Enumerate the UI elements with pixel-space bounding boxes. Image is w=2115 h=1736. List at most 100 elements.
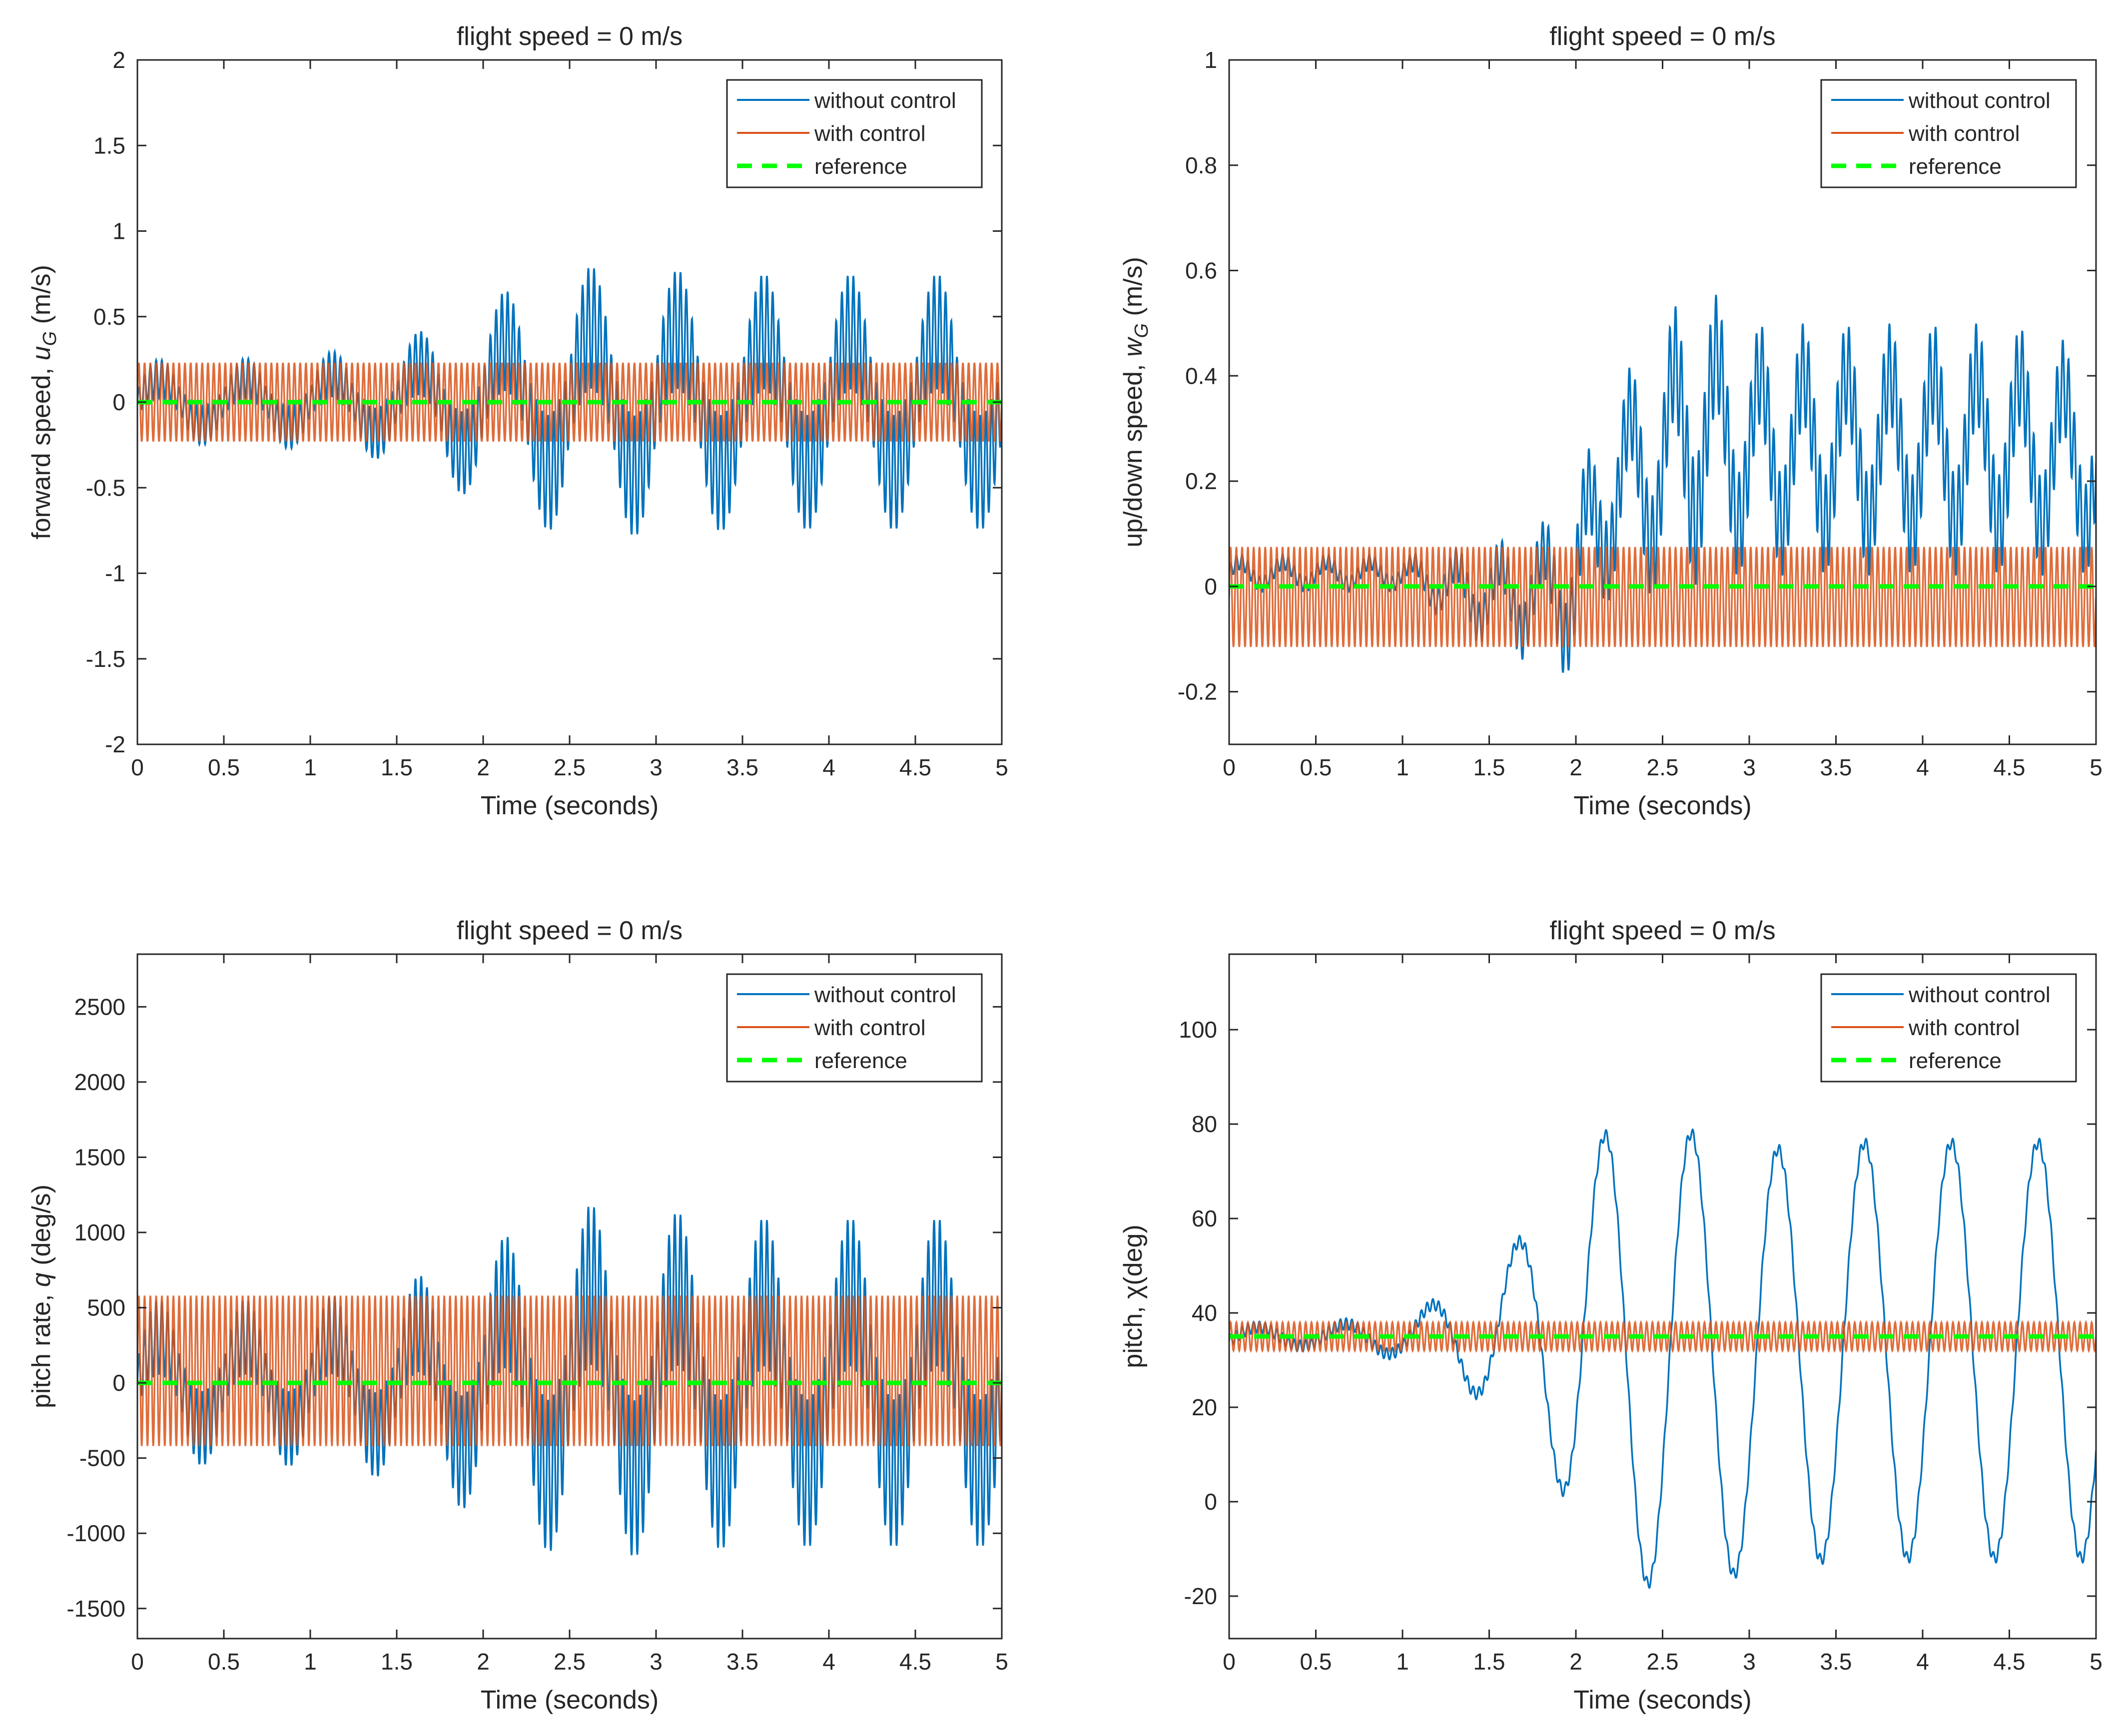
x-tick-label: 0.5 xyxy=(208,1649,240,1675)
x-axis-label: Time (seconds) xyxy=(481,791,659,820)
x-tick-label: 2 xyxy=(477,754,490,780)
x-axis-label: Time (seconds) xyxy=(1573,1686,1751,1715)
legend-label: with control xyxy=(1908,1016,2020,1040)
legend-label: reference xyxy=(1909,154,2002,179)
x-tick-label: 3 xyxy=(650,754,663,780)
y-tick-label: 2500 xyxy=(74,994,125,1020)
y-tick-label: 0 xyxy=(112,1370,125,1396)
x-tick-label: 3.5 xyxy=(726,754,758,780)
y-tick-label: 100 xyxy=(1179,1017,1217,1043)
x-tick-label: 1 xyxy=(1396,754,1409,780)
y-tick-label: -1 xyxy=(105,561,125,586)
x-tick-label: 5 xyxy=(2090,754,2103,780)
y-axis-label: up/down speed, wG (m/s) xyxy=(1119,257,1152,548)
y-tick-label: 0 xyxy=(112,389,125,415)
subplot-up-down-speed: 0 0.5 1 1.5 2 2.5 3 3.5 4 4.5 5-0.200.20.40.60.81 … xyxy=(1119,22,2103,820)
y-tick-label: 0 xyxy=(1204,1489,1217,1515)
x-tick-label: 1.5 xyxy=(381,1649,413,1675)
y-tick-label: 0.5 xyxy=(93,304,125,330)
legend-label: with control xyxy=(1908,121,2020,146)
x-tick-label: 1 xyxy=(304,1649,317,1675)
legend-label: reference xyxy=(814,154,907,179)
x-tick-label: 3.5 xyxy=(1820,1649,1852,1675)
y-tick-label: 1500 xyxy=(74,1144,125,1170)
subplot-title: flight speed = 0 m/s xyxy=(1549,22,1775,51)
legend-label: reference xyxy=(814,1049,907,1073)
legend-label: without control xyxy=(814,983,956,1007)
y-tick-label: 0.4 xyxy=(1185,363,1217,389)
y-tick-label: -20 xyxy=(1184,1583,1217,1609)
y-tick-label: 2 xyxy=(112,47,125,73)
x-tick-label: 2.5 xyxy=(554,754,586,780)
legend-label: with control xyxy=(814,1016,926,1040)
x-tick-label: 1.5 xyxy=(381,754,413,780)
legend: without control with control reference xyxy=(726,79,983,188)
x-tick-label: 4.5 xyxy=(899,1649,931,1675)
x-tick-label: 4 xyxy=(1916,754,1929,780)
y-tick-label: 2000 xyxy=(74,1069,125,1095)
x-tick-label: 5 xyxy=(995,1649,1008,1675)
subplot-title: flight speed = 0 m/s xyxy=(1549,916,1775,945)
legend-label: without control xyxy=(814,88,956,113)
y-tick-label: -0.5 xyxy=(86,475,125,501)
y-tick-label: 80 xyxy=(1192,1111,1217,1137)
y-tick-label: 40 xyxy=(1192,1300,1217,1326)
legend-label: with control xyxy=(814,121,926,146)
x-axis-label: Time (seconds) xyxy=(1573,791,1751,820)
x-tick-label: 3.5 xyxy=(1820,754,1852,780)
x-tick-label: 4.5 xyxy=(1994,754,2026,780)
subplot-pitch: 0 0.5 1 1.5 2 2.5 3 3.5 4 4.5 5 -20 0 20 40 60 80 100 fli… xyxy=(1119,916,2103,1715)
y-tick-label: 0 xyxy=(1204,574,1217,599)
x-tick-label: 3.5 xyxy=(726,1649,758,1675)
x-tick-label: 2 xyxy=(477,1649,490,1675)
y-tick-label: -0.2 xyxy=(1178,679,1217,705)
x-tick-label: 5 xyxy=(995,754,1008,780)
legend-label: without control xyxy=(1908,983,2051,1007)
x-tick-label: 0 xyxy=(1223,1649,1236,1675)
legend: without control with control reference xyxy=(1820,973,2077,1083)
x-tick-label: 1 xyxy=(1396,1649,1409,1675)
y-tick-label: -1.5 xyxy=(86,646,125,672)
x-tick-label: 0 xyxy=(1223,754,1236,780)
x-tick-label: 2.5 xyxy=(1647,754,1679,780)
x-tick-label: 0 xyxy=(131,1649,144,1675)
legend: without control with control reference xyxy=(726,973,983,1083)
y-tick-label: -1500 xyxy=(66,1596,125,1622)
x-tick-label: 0 xyxy=(131,754,144,780)
x-tick-label: 4 xyxy=(822,754,835,780)
x-tick-label: 2.5 xyxy=(1647,1649,1679,1675)
subplot-forward-speed: 0 0.5 1 1.5 2 2.5 3 3.5 4 4.5 5 -2 -1.5 -1 -0.5 0 0.5 1 1.… xyxy=(27,22,1008,820)
series-with-control xyxy=(137,1295,1002,1446)
y-tick-label: 1.5 xyxy=(93,132,125,158)
x-tick-label: 1.5 xyxy=(1473,1649,1505,1675)
legend: without control with control reference xyxy=(1820,79,2077,188)
y-tick-label: -500 xyxy=(79,1445,125,1471)
legend-label: without control xyxy=(1908,88,2051,113)
subplot-title: flight speed = 0 m/s xyxy=(457,916,683,945)
y-tick-label: -1000 xyxy=(66,1520,125,1546)
x-tick-label: 4 xyxy=(1916,1649,1929,1675)
x-tick-label: 5 xyxy=(2090,1649,2103,1675)
series-with-control xyxy=(1229,547,2096,647)
x-tick-label: 0.5 xyxy=(1300,1649,1332,1675)
x-tick-label: 4.5 xyxy=(899,754,931,780)
x-tick-label: 3 xyxy=(650,1649,663,1675)
x-tick-label: 4.5 xyxy=(1994,1649,2026,1675)
x-tick-label: 1 xyxy=(304,754,317,780)
x-tick-label: 2 xyxy=(1569,754,1582,780)
y-axis-label: pitch rate, q (deg/s) xyxy=(27,1184,56,1408)
x-tick-label: 0.5 xyxy=(208,754,240,780)
legend-label: reference xyxy=(1909,1049,2002,1073)
y-tick-label: 0.6 xyxy=(1185,258,1217,284)
x-tick-label: 4 xyxy=(822,1649,835,1675)
x-tick-label: 3 xyxy=(1743,1649,1756,1675)
y-tick-label: 0.2 xyxy=(1185,468,1217,494)
x-tick-label: 2 xyxy=(1569,1649,1582,1675)
y-tick-label: 20 xyxy=(1192,1394,1217,1420)
subplot-title: flight speed = 0 m/s xyxy=(457,22,683,51)
y-axis-label: pitch, χ(deg) xyxy=(1119,1224,1148,1368)
y-axis-label: forward speed, uG (m/s) xyxy=(27,265,60,540)
x-tick-label: 0.5 xyxy=(1300,754,1332,780)
y-tick-label: 60 xyxy=(1192,1205,1217,1231)
